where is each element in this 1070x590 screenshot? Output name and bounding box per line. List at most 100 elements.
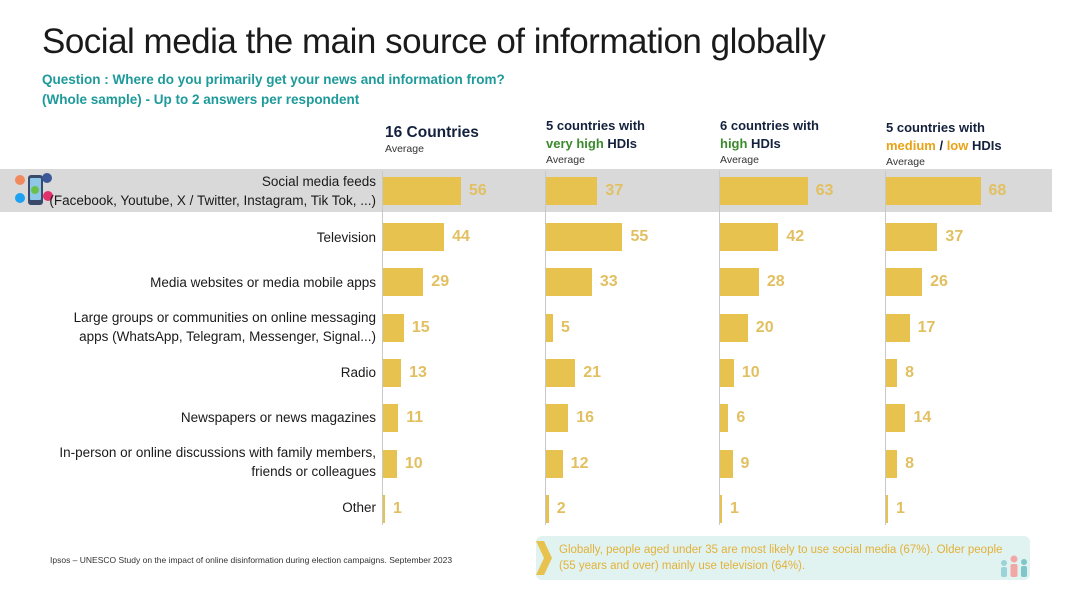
bar-value-label: 28 bbox=[766, 273, 785, 290]
question-text: Question : Where do you primarily get yo… bbox=[42, 72, 505, 87]
bar-value-label: 14 bbox=[913, 409, 932, 426]
bar-value-label: 8 bbox=[905, 364, 915, 381]
bar bbox=[383, 359, 402, 387]
bar bbox=[383, 495, 385, 523]
bar-value-label: 8 bbox=[905, 455, 915, 472]
bar bbox=[886, 495, 888, 523]
row-label-media-websites: Media websites or media mobile apps bbox=[150, 273, 376, 292]
bar-value-label: 1 bbox=[730, 500, 739, 517]
bar bbox=[886, 223, 938, 251]
bar bbox=[886, 359, 898, 387]
bar-value-label: 68 bbox=[988, 182, 1007, 199]
bar bbox=[383, 314, 404, 342]
bar bbox=[720, 450, 733, 478]
bar-value-label: 9 bbox=[740, 455, 750, 472]
bar bbox=[383, 404, 399, 432]
bar bbox=[720, 495, 722, 523]
row-label-line: Media websites or media mobile apps bbox=[150, 275, 376, 290]
bar-value-label: 44 bbox=[452, 228, 470, 245]
column-header-title: 5 countries with bbox=[886, 120, 985, 135]
column-header-very-high: very high bbox=[546, 136, 604, 151]
bar bbox=[546, 359, 576, 387]
highlight-row-band bbox=[0, 169, 1052, 212]
bar-value-label: 56 bbox=[468, 182, 487, 199]
bar-value-label: 6 bbox=[736, 409, 746, 426]
bar bbox=[720, 359, 734, 387]
column-header-high-hdi: 6 countries with high HDIs Average bbox=[720, 117, 819, 167]
bar bbox=[546, 223, 623, 251]
column-header-average: Average bbox=[385, 143, 424, 155]
social-media-icon bbox=[15, 173, 53, 205]
bar bbox=[886, 268, 923, 296]
column-header-average: Average bbox=[546, 154, 585, 166]
row-label-other: Other bbox=[342, 498, 376, 517]
column-header-hdis: HDIs bbox=[603, 136, 638, 151]
bar bbox=[886, 314, 910, 342]
source-footnote: Ipsos – UNESCO Study on the impact of on… bbox=[50, 555, 453, 565]
row-label-television: Television bbox=[317, 228, 376, 247]
bar-value-label: 26 bbox=[930, 273, 948, 290]
row-label-discussions: In-person or online discussions with fam… bbox=[59, 443, 376, 481]
bar-value-label: 1 bbox=[393, 500, 402, 517]
bar bbox=[886, 404, 906, 432]
bar-value-label: 33 bbox=[599, 273, 618, 290]
page-title: Social media the main source of informat… bbox=[42, 22, 826, 61]
column-baseline bbox=[885, 171, 886, 525]
bar bbox=[546, 177, 598, 205]
column-header-average: Average bbox=[720, 154, 759, 166]
column-header-average: Average bbox=[886, 156, 925, 168]
bar-value-label: 29 bbox=[431, 273, 450, 290]
bar-value-label: 2 bbox=[556, 500, 566, 517]
bar bbox=[546, 450, 563, 478]
column-header-low: low bbox=[946, 138, 969, 153]
column-header-very-high-hdi: 5 countries with very high HDIs Average bbox=[546, 117, 645, 167]
bar bbox=[720, 268, 759, 296]
row-label-radio: Radio bbox=[341, 363, 376, 382]
column-header-hdis: HDIs bbox=[968, 138, 1002, 153]
bar bbox=[546, 404, 569, 432]
key-insight-box bbox=[536, 536, 1030, 580]
bar-value-label: 12 bbox=[570, 455, 589, 472]
chevron-right-icon bbox=[536, 541, 552, 575]
column-header-title: 5 countries with bbox=[546, 118, 645, 133]
row-label-line: friends or colleagues bbox=[251, 464, 376, 479]
bar-value-label: 10 bbox=[741, 364, 760, 381]
bar bbox=[546, 268, 592, 296]
row-label-line: (Facebook, Youtube, X / Twitter, Instagr… bbox=[49, 193, 376, 208]
row-label-line: Television bbox=[316, 230, 376, 245]
column-header-high: high bbox=[720, 136, 748, 151]
bar-value-label: 37 bbox=[945, 228, 964, 245]
bar bbox=[720, 404, 729, 432]
column-baseline bbox=[545, 171, 546, 525]
key-insight-text: Globally, people aged under 35 are most … bbox=[559, 544, 1003, 572]
row-label-line: Large groups or communities on online me… bbox=[73, 310, 376, 325]
column-header-medium-low-hdi: 5 countries with medium / low HDIs Avera… bbox=[886, 119, 1002, 169]
bar bbox=[886, 177, 981, 205]
bar bbox=[720, 314, 748, 342]
row-label-line: apps (WhatsApp, Telegram, Messenger, Sig… bbox=[79, 329, 376, 344]
column-header-slash: / bbox=[935, 138, 947, 153]
column-header-title: 6 countries with bbox=[720, 118, 819, 133]
bar bbox=[546, 314, 553, 342]
bar-value-label: 13 bbox=[409, 364, 427, 381]
bar bbox=[720, 223, 779, 251]
row-label-social-media: Social media feeds (Facebook, Youtube, X… bbox=[49, 172, 376, 210]
row-label-newspapers: Newspapers or news magazines bbox=[181, 408, 376, 427]
bar-value-label: 55 bbox=[630, 228, 649, 245]
column-baseline bbox=[382, 171, 383, 525]
bar bbox=[546, 495, 549, 523]
row-label-line: Newspapers or news magazines bbox=[180, 410, 376, 425]
bar-value-label: 17 bbox=[917, 319, 936, 336]
row-label-line: In-person or online discussions with fam… bbox=[59, 445, 376, 460]
column-header-hdis: HDIs bbox=[747, 136, 781, 151]
row-label-line: Radio bbox=[340, 365, 376, 380]
bar-value-label: 15 bbox=[411, 319, 430, 336]
bar bbox=[383, 268, 424, 296]
bar bbox=[383, 223, 445, 251]
column-baseline bbox=[719, 171, 720, 525]
people-icon bbox=[1001, 555, 1027, 577]
row-label-messaging-groups: Large groups or communities on online me… bbox=[74, 308, 376, 346]
bar-value-label: 1 bbox=[896, 500, 905, 517]
bar-value-label: 16 bbox=[576, 409, 595, 426]
bar-value-label: 63 bbox=[815, 182, 834, 199]
